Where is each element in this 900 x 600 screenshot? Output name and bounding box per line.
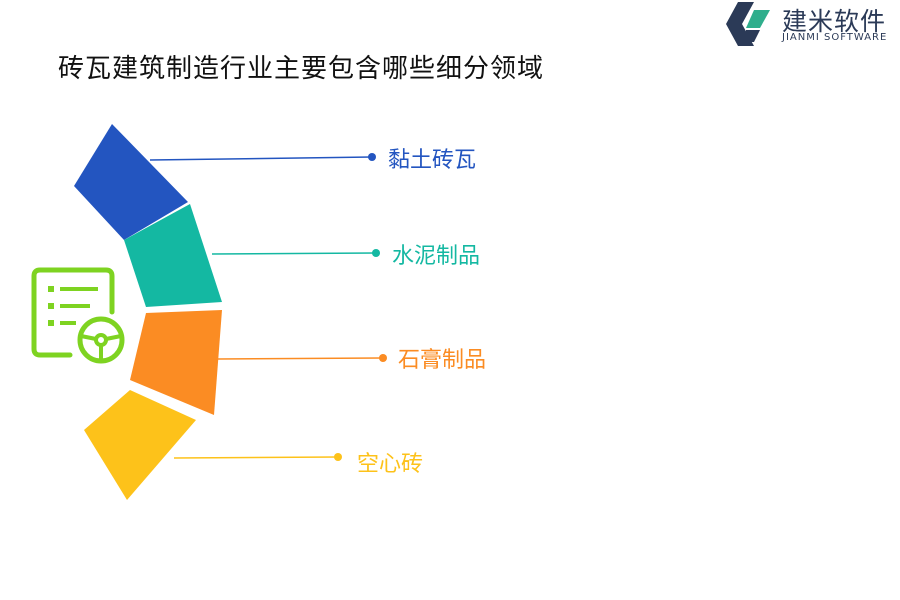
connector-line-4: [173, 456, 339, 459]
segment-clay-tiles: [74, 124, 188, 240]
logo-name-en: JIANMI SOFTWARE: [782, 32, 888, 43]
document-steering-wheel-icon: [31, 267, 125, 364]
connector-dot-3: [379, 354, 387, 362]
page-title: 砖瓦建筑制造行业主要包含哪些细分领域: [58, 54, 545, 84]
logo-mark-icon: [726, 2, 770, 46]
label-gypsum-products: 石膏制品: [398, 348, 487, 373]
segment-cement-products: [124, 204, 222, 307]
connector-line-3: [217, 357, 384, 360]
segment-gypsum-products: [130, 310, 222, 415]
logo-name-cn: 建米软件: [782, 7, 887, 36]
connector-dot-4: [334, 453, 342, 461]
segment-hollow-bricks: [84, 390, 196, 500]
connector-dot-2: [372, 249, 380, 257]
label-hollow-bricks: 空心砖: [357, 452, 424, 477]
connector-line-1: [149, 156, 373, 161]
connector-dot-1: [368, 153, 376, 161]
connector-line-2: [211, 252, 377, 255]
label-cement-products: 水泥制品: [392, 244, 481, 269]
label-clay-tiles: 黏土砖瓦: [388, 148, 477, 173]
company-logo: 建米软件 JIANMI SOFTWARE: [724, 0, 900, 48]
